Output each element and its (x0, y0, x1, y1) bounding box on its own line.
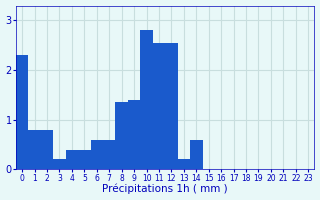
Bar (41, 130, 53, 169)
Bar (91, 140, 103, 169)
Bar (66, 150, 78, 169)
Bar (78, 150, 91, 169)
Bar (128, 100, 140, 169)
Bar (28, 130, 41, 169)
Bar (178, 159, 190, 169)
Bar (190, 140, 203, 169)
Bar (140, 30, 153, 169)
Bar (165, 43, 178, 169)
Bar (103, 140, 116, 169)
Bar (53, 159, 66, 169)
Bar (116, 102, 128, 169)
X-axis label: Précipitations 1h ( mm ): Précipitations 1h ( mm ) (102, 184, 228, 194)
Bar (153, 43, 165, 169)
Bar (16, 55, 28, 169)
